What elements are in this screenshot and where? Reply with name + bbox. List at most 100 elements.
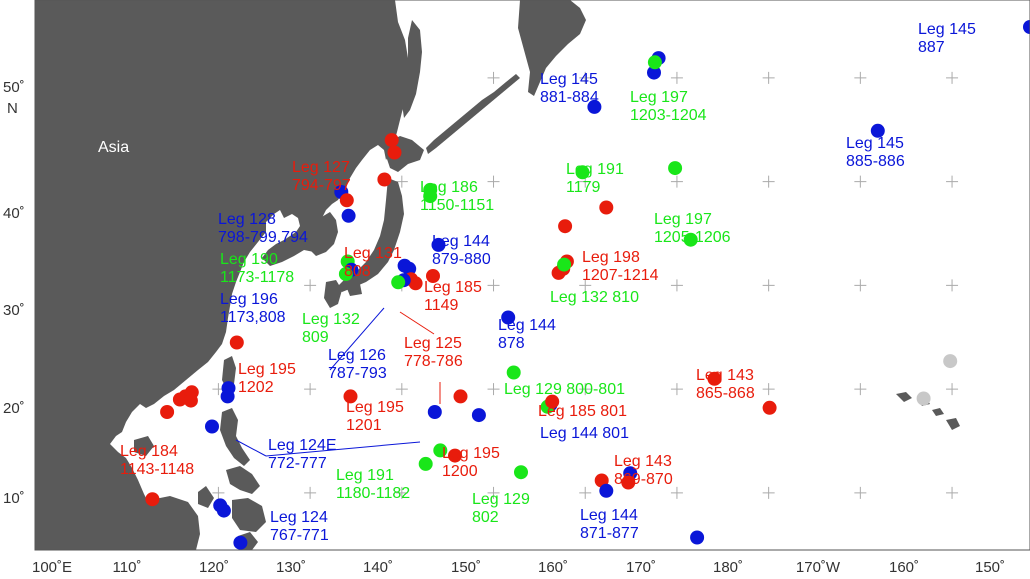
- mindanao-island: [232, 498, 266, 532]
- drill-site-marker: [229, 335, 244, 350]
- y-tick-label: 30˚: [3, 302, 25, 319]
- leg-label: Leg 126 787-793: [328, 347, 387, 382]
- drill-site-marker: [668, 161, 683, 176]
- grid-cross: [854, 383, 867, 396]
- drill-site-marker: [433, 443, 448, 458]
- drill-site-marker: [387, 145, 402, 160]
- kamchatka-peninsula: [518, 0, 586, 96]
- drill-site-marker: [408, 276, 423, 291]
- leg-label: Leg 197 1203-1204: [630, 89, 707, 124]
- drill-site-marker: [426, 269, 440, 283]
- grid-cross: [854, 71, 867, 84]
- drill-site-marker: [501, 310, 516, 325]
- grid-cross: [487, 175, 500, 188]
- drill-site-marker: [514, 465, 528, 480]
- drill-site-marker: [707, 371, 722, 386]
- x-tick-label: 100˚E: [32, 559, 72, 576]
- leg-label: Leg 185 1149: [424, 279, 482, 314]
- drill-site-marker: [545, 394, 560, 409]
- leg-label: Leg 184 1143-1148: [120, 443, 194, 478]
- leg-label: Leg 131 808: [344, 245, 402, 280]
- drill-site-marker: [431, 237, 446, 252]
- kyushu-island: [324, 280, 342, 308]
- drill-site-marker: [341, 208, 356, 223]
- leg-label: Leg 144 871-877: [580, 507, 639, 542]
- grid-cross: [946, 71, 959, 84]
- grid-cross: [395, 486, 408, 499]
- drill-site-marker: [391, 275, 406, 290]
- x-tick-label: 170˚W: [796, 559, 841, 576]
- drill-site-marker: [205, 419, 219, 434]
- grid-cross: [304, 383, 317, 396]
- grid-cross: [946, 486, 959, 499]
- luzon-island: [220, 408, 250, 466]
- drill-site-marker: [557, 257, 572, 272]
- drill-site-marker: [453, 389, 468, 404]
- grid-cross: [946, 279, 959, 292]
- leader-line-leg126: [329, 307, 385, 371]
- grid-cross: [670, 175, 683, 188]
- grid-cross: [854, 175, 867, 188]
- x-tick-label: 120˚: [199, 559, 229, 576]
- grid-cross: [579, 279, 592, 292]
- leg-label: Leg 190 1173-1178: [220, 251, 294, 286]
- landmasses: [35, 0, 960, 550]
- grid-cross: [946, 175, 959, 188]
- x-tick-label: 130˚: [276, 559, 306, 576]
- drill-site-marker: [402, 261, 417, 276]
- drill-site-marker: [870, 123, 885, 138]
- grid-cross: [487, 383, 500, 396]
- drill-site-marker: [183, 393, 198, 408]
- asia-label: Asia: [98, 139, 129, 156]
- shikoku-island: [346, 284, 362, 296]
- grid-cross: [670, 71, 683, 84]
- drill-site-marker: [343, 389, 358, 404]
- leg-label: Leg 198 1207-1214: [582, 249, 659, 284]
- x-tick-label: 150˚: [451, 559, 481, 576]
- x-tick-label: 160˚: [538, 559, 568, 576]
- drill-site-marker: [427, 405, 442, 419]
- drill-site-marker: [377, 172, 392, 187]
- x-tick-label: 160˚: [889, 559, 919, 576]
- leg-label: Leg 143 869-870: [614, 453, 673, 488]
- grid-cross: [762, 71, 775, 84]
- drill-site-marker: [384, 133, 399, 148]
- y-tick-label: 10˚: [3, 490, 25, 507]
- drill-site-marker: [599, 483, 614, 498]
- drill-site-marker: [690, 530, 705, 545]
- drill-site-marker: [683, 232, 698, 247]
- leg-label: Leg 145 887: [918, 21, 976, 56]
- grid-cross: [579, 71, 592, 84]
- leader-line-leg124e-b: [235, 439, 267, 457]
- asia-mainland: [35, 0, 410, 550]
- leg-label: Leg 132 810: [550, 289, 639, 306]
- leg-label: Leg 186 1150-1151: [420, 179, 494, 214]
- drill-sites: [145, 20, 1030, 550]
- borneo-island: [130, 496, 200, 550]
- leg-label: Leg 191 1180-1182: [336, 467, 410, 502]
- x-tick-label: 140˚: [363, 559, 393, 576]
- leg-label: Leg 129 800-801: [504, 381, 625, 398]
- grid-cross: [579, 486, 592, 499]
- hawaii-islands: [896, 392, 960, 430]
- drill-site-marker: [233, 535, 248, 550]
- x-tick-label: 180˚: [713, 559, 743, 576]
- leg-label: Leg 127 794-797: [292, 159, 351, 194]
- drill-site-marker: [418, 456, 433, 471]
- leader-line-leg125: [399, 311, 435, 335]
- drill-site-marker: [943, 354, 958, 369]
- drill-site-marker: [647, 65, 661, 80]
- sakhalin-island: [402, 20, 422, 118]
- map-frame: [34, 0, 1030, 551]
- grid-cross: [670, 383, 683, 396]
- leg-label: Leg 124E 772-777: [268, 437, 337, 472]
- palawan-island: [198, 486, 214, 508]
- grid-cross: [854, 279, 867, 292]
- drill-site-marker: [599, 200, 614, 215]
- grid-cross: [304, 279, 317, 292]
- grid-cross: [487, 279, 500, 292]
- y-unit-label: N: [7, 100, 18, 117]
- grid-cross: [395, 175, 408, 188]
- korea-peninsula: [310, 212, 338, 256]
